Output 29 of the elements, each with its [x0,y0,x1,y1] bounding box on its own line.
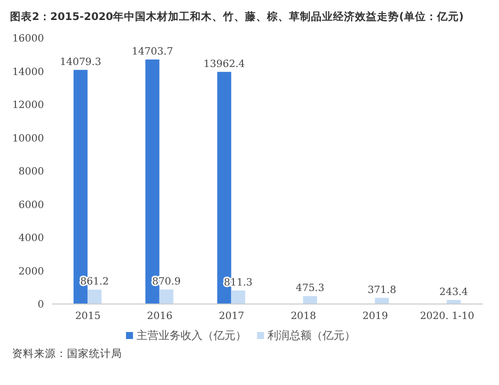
x-tick-label: 2016 [147,311,172,322]
legend-label: 利润总额（亿元） [268,329,356,342]
y-tick-label: 10000 [12,133,44,144]
x-tick-label: 2019 [362,311,388,322]
chart-title: 图表2：2015-2020年中国木材加工和木、竹、藤、棕、草制品业经济效益走势(单位：亿元) [9,10,465,25]
data-label: 14703.7 [132,46,174,58]
bar [159,290,174,304]
y-tick-label: 12000 [12,100,44,112]
text: 资料来源：国家统计局 [11,347,123,361]
data-label: 14079.3 [60,56,102,68]
y-tick-label: 2000 [18,266,44,278]
data-label: 243.4 [439,286,468,298]
y-tick-label: 4000 [18,233,44,244]
y-tick-label: 8000 [18,166,44,178]
bar [231,290,246,304]
legend-label: 主营业务收入（亿元） [136,329,246,342]
data-label: 13962.4 [204,58,245,70]
data-label: 371.8 [368,284,396,296]
y-tick-label: 0 [38,300,44,311]
x-tick-label: 2017 [218,311,244,322]
bar [303,296,318,304]
x-tick-label: 2018 [290,311,316,322]
x-tick-label: 2015 [75,311,101,322]
data-label: 475.3 [296,283,324,294]
x-tick-label: 2020. 1-10 [420,311,474,322]
y-tick-label: 16000 [12,34,44,45]
y-tick-label: 14000 [12,66,44,78]
bar [88,290,102,304]
y-tick-label: 6000 [18,200,44,211]
